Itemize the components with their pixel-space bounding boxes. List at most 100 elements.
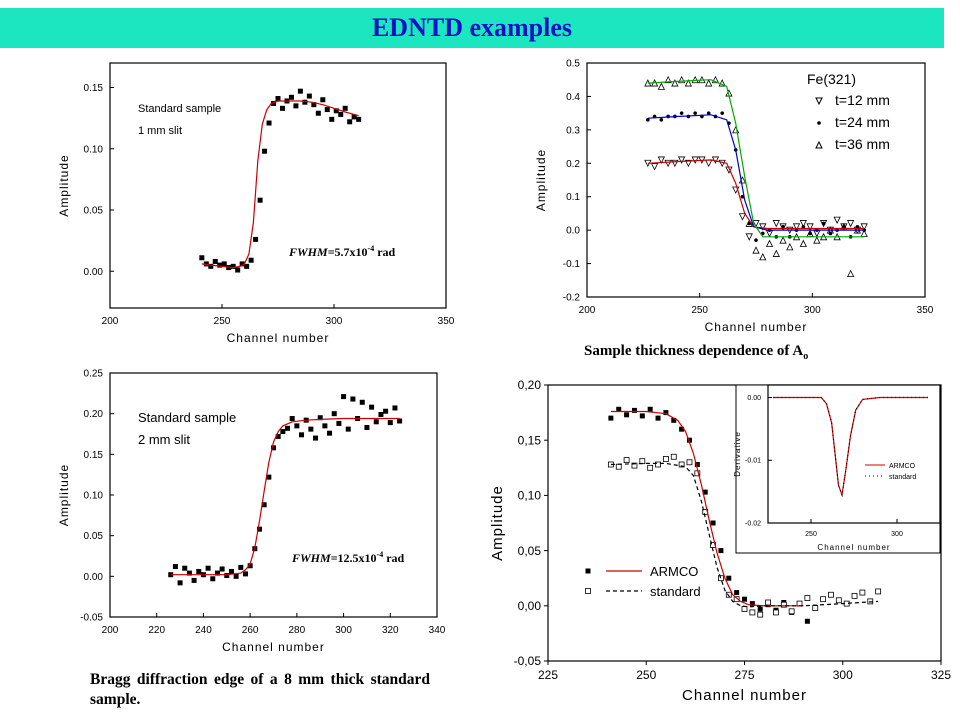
x-tick-label: 300 bbox=[335, 625, 352, 636]
y-tick-label: 0.05 bbox=[84, 531, 104, 542]
data-point bbox=[732, 125, 740, 134]
data-point bbox=[679, 111, 684, 115]
data-point bbox=[369, 404, 375, 410]
data-point bbox=[302, 99, 308, 105]
legend-item: t=24 mm bbox=[817, 114, 890, 130]
x-tick-label: 275 bbox=[734, 668, 754, 682]
data-point bbox=[759, 252, 767, 261]
data-point bbox=[705, 159, 713, 168]
data-point bbox=[781, 225, 785, 229]
data-point bbox=[833, 216, 841, 225]
y-tick-label: 0,00 bbox=[518, 599, 542, 613]
data-point bbox=[806, 223, 814, 231]
x-tick-label: 250 bbox=[636, 668, 656, 682]
legend-marker bbox=[585, 568, 591, 574]
data-point bbox=[859, 589, 866, 596]
y-tick-label: 0.10 bbox=[84, 491, 104, 502]
data-point bbox=[812, 605, 819, 611]
fwhm-unit: rad bbox=[383, 551, 404, 565]
data-point bbox=[650, 163, 659, 171]
plot-frame bbox=[586, 62, 926, 298]
data-point bbox=[691, 75, 699, 84]
legend-label: ARMCO bbox=[650, 564, 698, 579]
data-point bbox=[671, 79, 679, 87]
data-point bbox=[219, 566, 225, 572]
series-line bbox=[170, 417, 400, 576]
data-point bbox=[182, 565, 188, 571]
data-point bbox=[694, 461, 700, 467]
caption-thickness-text: Sample thickness dependence of A bbox=[584, 343, 804, 359]
chart-c4: 225 250 275 300 325 -0,05 0,00 0,05 0,10 0,15 0,20… bbox=[489, 378, 951, 704]
data-point bbox=[835, 597, 842, 604]
data-point bbox=[275, 96, 281, 102]
data-point bbox=[741, 606, 748, 613]
data-point bbox=[752, 246, 760, 254]
legend-title: Fe(321) bbox=[807, 71, 856, 87]
data-point bbox=[655, 461, 661, 468]
data-point bbox=[285, 425, 291, 431]
plot-frame bbox=[767, 384, 941, 524]
data-point bbox=[786, 242, 794, 251]
x-tick-label: 280 bbox=[289, 625, 306, 636]
data-point bbox=[262, 148, 268, 154]
series-4 bbox=[647, 114, 865, 231]
series-3 bbox=[647, 159, 865, 230]
y-tick-label: 0.15 bbox=[84, 83, 104, 94]
data-point bbox=[266, 474, 272, 480]
y-tick-label: 0,10 bbox=[518, 489, 542, 503]
data-point bbox=[228, 568, 234, 574]
data-point bbox=[702, 489, 708, 495]
data-point bbox=[196, 568, 202, 574]
data-point bbox=[221, 261, 227, 267]
data-point bbox=[765, 599, 771, 606]
series-1 bbox=[201, 100, 359, 269]
data-point bbox=[624, 412, 630, 418]
series-line bbox=[201, 100, 359, 269]
chart-c2: 200 250 300 350 -0.2 -0.1 0.0 0.1 0.2 0.3 0.4 0.5 Ch… bbox=[534, 59, 934, 335]
data-point bbox=[720, 111, 724, 115]
data-point bbox=[311, 102, 317, 108]
data-point bbox=[280, 429, 286, 435]
data-point bbox=[663, 456, 669, 462]
annotation-line: Standard sample bbox=[138, 103, 221, 115]
annotation-line: 2 mm slit bbox=[138, 432, 190, 447]
data-point bbox=[851, 592, 858, 599]
data-point bbox=[757, 611, 764, 618]
data-point bbox=[804, 595, 811, 601]
data-point bbox=[657, 82, 666, 90]
data-point bbox=[684, 159, 693, 168]
data-point bbox=[734, 590, 740, 596]
data-point bbox=[313, 435, 319, 441]
x-tick-label: 350 bbox=[438, 316, 455, 327]
data-point bbox=[710, 520, 716, 526]
data-point bbox=[208, 263, 214, 269]
data-point bbox=[239, 261, 245, 267]
y-tick-label: 0.3 bbox=[566, 125, 580, 136]
data-point bbox=[271, 445, 276, 451]
data-point bbox=[359, 399, 365, 405]
data-point bbox=[686, 437, 692, 443]
y-tick-label: 0,20 bbox=[518, 378, 542, 392]
series-line bbox=[647, 79, 865, 238]
title-bar: EDNTD examples bbox=[0, 8, 944, 48]
fwhm-annotation: FWHM=5.7x10-4 rad bbox=[288, 244, 396, 259]
series-3 bbox=[610, 462, 879, 608]
data-point bbox=[364, 424, 370, 430]
y-axis-title: Amplitude bbox=[57, 464, 71, 526]
data-point bbox=[172, 564, 178, 570]
data-point bbox=[289, 416, 295, 422]
annotation-line: 1 mm slit bbox=[138, 125, 182, 137]
data-point bbox=[757, 606, 763, 612]
x-tick-label: 225 bbox=[538, 668, 558, 682]
data-point bbox=[828, 591, 834, 598]
y-tick-label: 0.1 bbox=[566, 192, 580, 203]
data-point bbox=[608, 415, 614, 421]
data-point bbox=[718, 548, 724, 554]
data-point bbox=[266, 120, 272, 126]
y-tick-label: -0.05 bbox=[80, 613, 103, 624]
legend-item: standard bbox=[865, 474, 916, 481]
page-title: EDNTD examples bbox=[371, 13, 573, 42]
data-point bbox=[217, 262, 223, 268]
data-point bbox=[199, 255, 205, 261]
